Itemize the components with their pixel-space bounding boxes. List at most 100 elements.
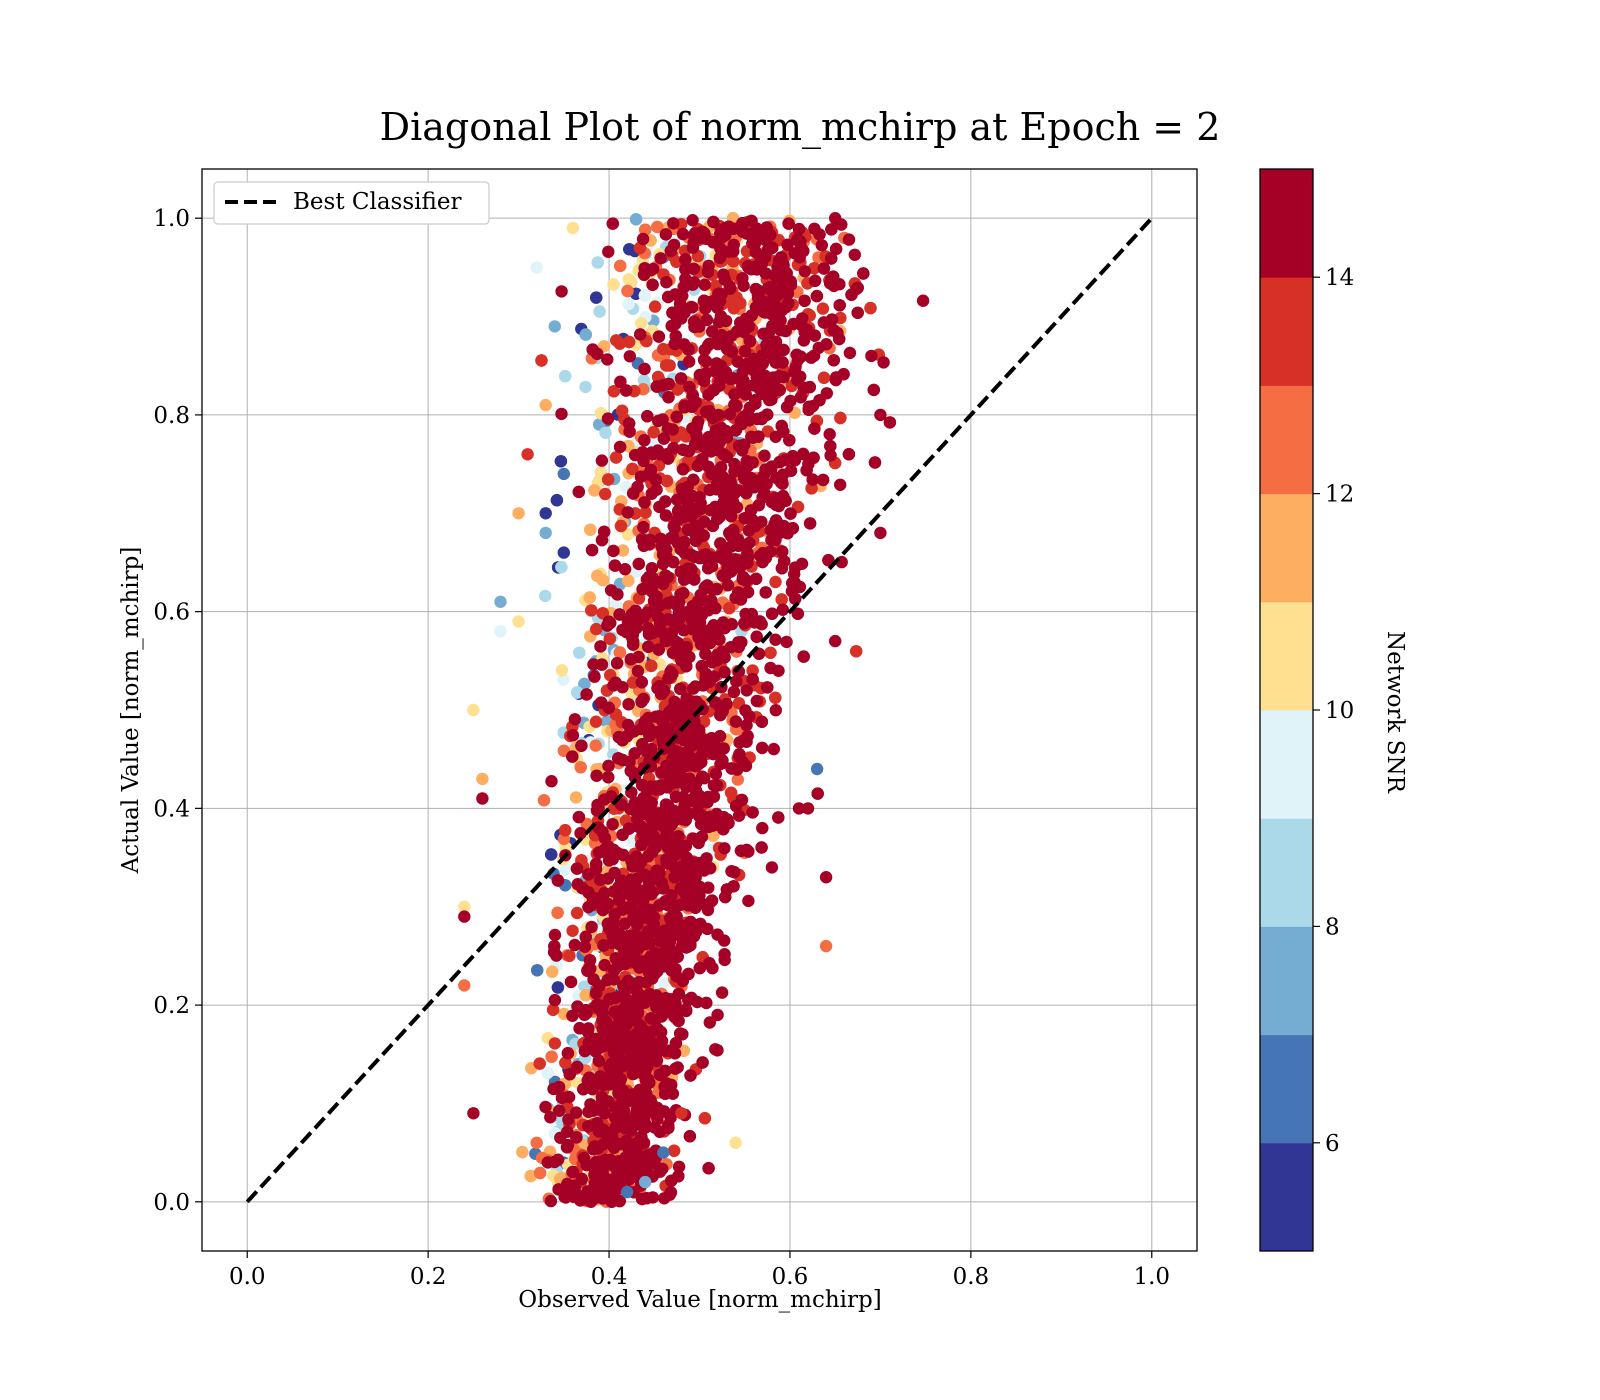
y-tick-label: 0.6	[153, 600, 190, 626]
data-point	[816, 302, 830, 315]
data-point	[642, 468, 655, 481]
data-point	[732, 533, 745, 546]
data-point	[667, 217, 680, 230]
data-point	[564, 975, 578, 989]
data-point	[681, 744, 695, 758]
data-point	[643, 1034, 656, 1048]
data-point	[724, 330, 738, 343]
data-point	[696, 1056, 709, 1069]
data-point	[683, 380, 696, 394]
data-point	[553, 1104, 566, 1117]
data-point	[731, 773, 744, 786]
data-point	[698, 278, 711, 291]
data-point	[574, 761, 587, 774]
data-point	[652, 643, 665, 656]
data-point	[780, 400, 794, 414]
data-point	[653, 783, 666, 796]
data-point	[592, 802, 605, 815]
data-point	[674, 753, 688, 767]
data-point	[551, 981, 565, 994]
data-point	[550, 494, 564, 507]
data-point	[769, 633, 782, 646]
data-point	[827, 354, 840, 367]
data-point	[516, 1145, 529, 1159]
data-point	[701, 922, 714, 936]
data-point	[621, 718, 635, 732]
data-point	[877, 356, 890, 369]
data-point	[650, 380, 663, 393]
data-point	[775, 562, 789, 575]
data-point	[551, 874, 565, 887]
data-point	[755, 715, 769, 728]
data-point	[608, 559, 622, 572]
data-point	[670, 1011, 683, 1024]
data-point	[656, 548, 670, 561]
data-point	[663, 359, 676, 372]
data-point	[756, 357, 769, 370]
data-point	[636, 232, 650, 246]
data-point	[555, 1091, 569, 1105]
data-point	[677, 338, 691, 351]
data-point	[637, 521, 650, 534]
data-point	[599, 426, 612, 439]
data-point	[729, 591, 742, 604]
data-point	[761, 681, 774, 694]
data-point	[617, 991, 630, 1004]
data-point	[690, 505, 703, 518]
data-point	[666, 595, 679, 608]
data-point	[630, 1103, 644, 1116]
data-point	[676, 940, 689, 953]
data-point	[629, 213, 643, 226]
y-tick-label: 1.0	[153, 206, 190, 232]
data-point	[570, 1131, 583, 1144]
data-point	[769, 691, 782, 704]
data-point	[803, 380, 816, 394]
data-point	[539, 589, 552, 603]
data-point	[613, 337, 626, 350]
data-point	[632, 859, 645, 873]
data-point	[795, 557, 809, 570]
data-point	[626, 628, 640, 642]
data-point	[628, 747, 641, 760]
data-point	[741, 260, 755, 273]
data-point	[570, 1106, 583, 1119]
data-point	[539, 1100, 552, 1114]
data-point	[791, 607, 804, 620]
data-point	[654, 252, 667, 265]
data-point	[570, 906, 584, 920]
data-point	[765, 607, 779, 620]
data-point	[736, 464, 749, 477]
data-point	[746, 673, 759, 686]
data-point	[653, 1068, 667, 1082]
data-point	[632, 557, 645, 571]
data-point	[610, 657, 624, 670]
data-point	[726, 523, 740, 537]
data-point	[705, 894, 719, 907]
data-point	[718, 842, 731, 855]
data-point	[769, 498, 783, 511]
data-point	[595, 696, 608, 709]
data-point	[545, 775, 558, 788]
data-point	[808, 422, 821, 435]
data-point	[595, 533, 609, 547]
data-point	[699, 355, 712, 368]
data-point	[676, 919, 689, 932]
data-point	[622, 698, 635, 711]
x-tick-label: 1.0	[1133, 1264, 1170, 1290]
data-point	[628, 448, 642, 462]
data-point	[755, 841, 768, 854]
data-point	[727, 685, 741, 699]
data-point	[699, 548, 712, 561]
data-point	[590, 291, 603, 304]
data-point	[632, 1025, 645, 1038]
x-tick-label: 0.8	[953, 1264, 990, 1290]
data-point	[548, 1037, 562, 1050]
data-point	[609, 676, 622, 689]
data-point	[631, 807, 644, 820]
data-point	[591, 256, 604, 269]
data-point	[808, 274, 822, 287]
data-point	[603, 992, 616, 1006]
data-point	[685, 932, 698, 946]
data-point	[662, 391, 675, 404]
data-point	[808, 262, 821, 275]
